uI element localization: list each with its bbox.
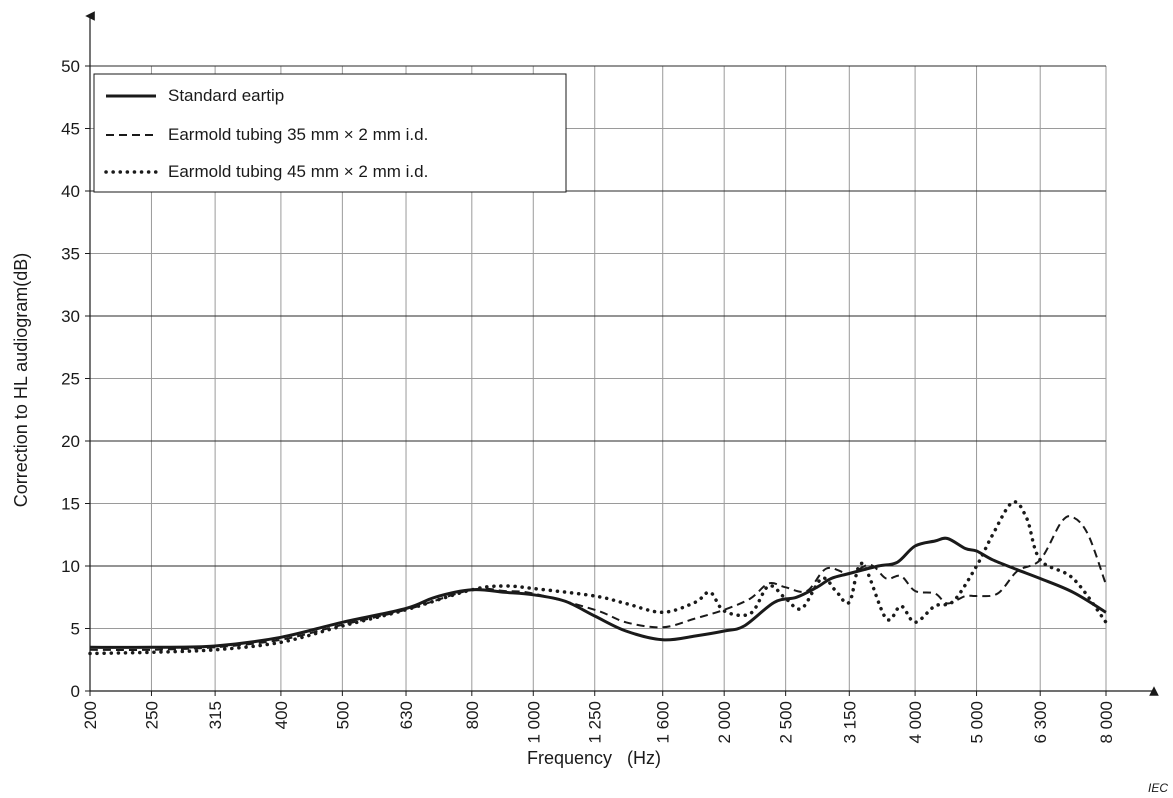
x-tick-label: 1 000 [524, 701, 543, 744]
x-tick-labels: 200 250 315 400 500 630 800 1 000 1 250 1 600 2 00… [81, 701, 1116, 744]
x-axis-label: Frequency (Hz) [527, 748, 661, 768]
x-tick-label: 1 600 [654, 701, 673, 744]
y-tick-label: 40 [61, 182, 80, 201]
y-axis-label: Correction to HL audiogram(dB) [11, 253, 31, 507]
x-tick-label: 1 250 [586, 701, 605, 744]
x-tick-label: 200 [81, 701, 100, 729]
y-tick-label: 25 [61, 370, 80, 389]
y-tick-label: 15 [61, 495, 80, 514]
x-tick-label: 6 300 [1031, 701, 1050, 744]
x-tick-label: 3 150 [840, 701, 859, 744]
legend-label-standard-eartip: Standard eartip [168, 86, 284, 105]
y-tick-label: 0 [71, 682, 80, 701]
legend: Standard eartip Earmold tubing 35 mm × 2… [93, 73, 567, 193]
x-tick-label: 315 [206, 701, 225, 729]
x-tick-label: 2 500 [777, 701, 796, 744]
x-tick-label: 8 000 [1097, 701, 1116, 744]
y-tick-label: 5 [71, 620, 80, 639]
series-line-earmold-45mm [88, 500, 1108, 656]
legend-box [93, 73, 567, 193]
y-tick-label: 35 [61, 245, 80, 264]
series-lines [88, 500, 1108, 656]
x-tick-label: 630 [397, 701, 416, 729]
series-line-earmold-35mm [89, 515, 1107, 651]
axes [85, 11, 1159, 696]
x-tick-label: 250 [142, 701, 161, 729]
y-tick-label: 45 [61, 120, 80, 139]
iec-watermark: IEC [1148, 781, 1168, 795]
legend-label-earmold-35mm: Earmold tubing 35 mm × 2 mm i.d. [168, 125, 428, 144]
y-tick-label: 10 [61, 557, 80, 576]
x-tick-label: 800 [463, 701, 482, 729]
x-tick-label: 4 000 [906, 701, 925, 744]
y-tick-label: 50 [61, 57, 80, 76]
series-line-standard-eartip [89, 536, 1107, 649]
legend-label-earmold-45mm: Earmold tubing 45 mm × 2 mm i.d. [168, 162, 428, 181]
x-tick-label: 5 000 [968, 701, 987, 744]
y-tick-label: 30 [61, 307, 80, 326]
x-tick-label: 2 000 [715, 701, 734, 744]
y-tick-label: 20 [61, 432, 80, 451]
x-tick-label: 500 [333, 701, 352, 729]
x-tick-label: 400 [272, 701, 291, 729]
y-tick-labels: 0 5 10 15 20 25 30 35 40 45 50 [61, 57, 80, 701]
